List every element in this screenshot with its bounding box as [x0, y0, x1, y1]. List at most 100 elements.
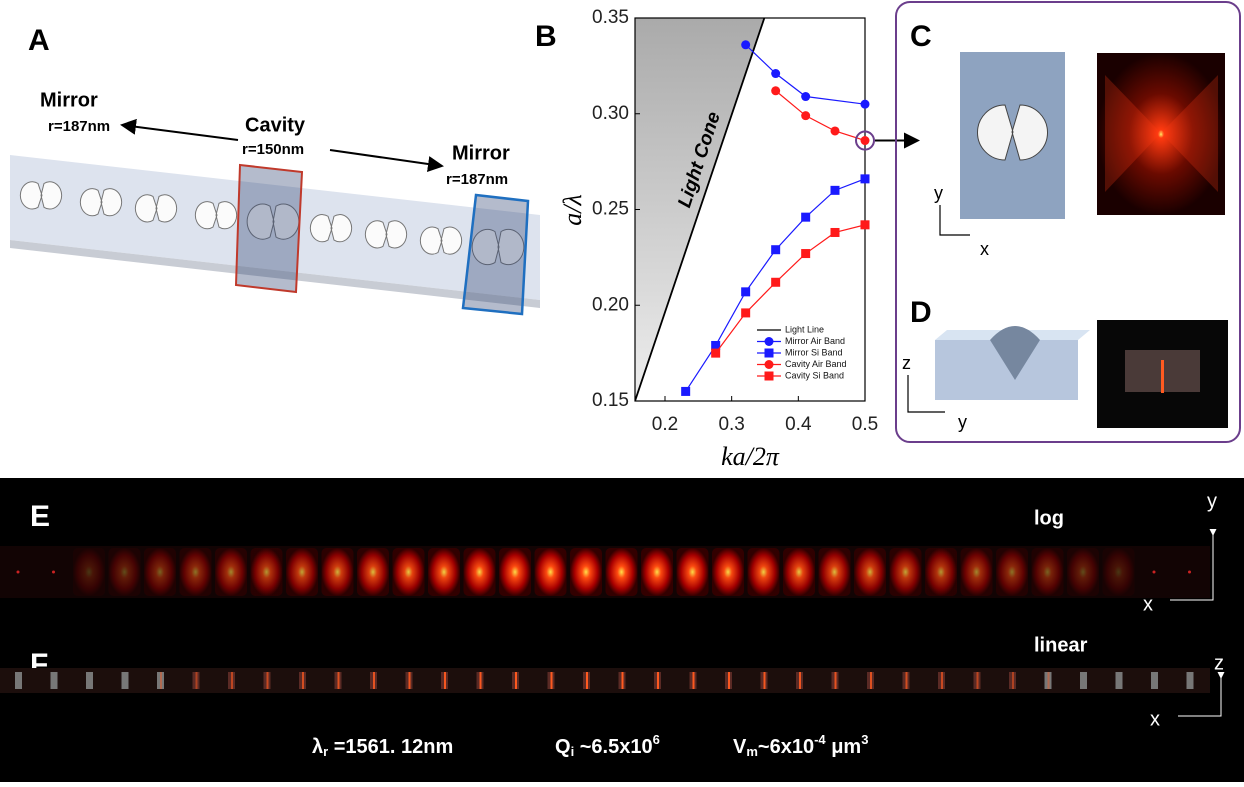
label: Mirror [452, 142, 510, 164]
field-cell [1067, 548, 1099, 596]
subscript: r [323, 744, 328, 759]
label: Mirror [40, 89, 98, 111]
field-cell [15, 672, 22, 689]
panel-letter: C [910, 20, 932, 53]
marker [771, 69, 781, 79]
field-cell [286, 548, 318, 596]
field-cell [1102, 548, 1135, 596]
axis-label: z [1214, 652, 1224, 674]
panel-letter: E [30, 500, 50, 533]
field-cell [1151, 672, 1158, 689]
superscript: 6 [653, 732, 660, 747]
marker [801, 92, 811, 102]
quality-factor: Qi ~6.5x106 [555, 732, 660, 759]
marker [711, 348, 721, 358]
field-cell [86, 672, 93, 689]
panel-letter: B [535, 20, 557, 53]
marker [860, 220, 870, 230]
y-axis-label: a/λ [558, 194, 587, 225]
field-cell [1044, 672, 1052, 689]
marker [860, 99, 870, 109]
field-line [870, 672, 872, 689]
hole [79, 188, 123, 217]
value: ~6.5x10 [574, 736, 652, 758]
field-line [231, 672, 233, 689]
field-cell [250, 548, 283, 596]
slab [935, 340, 1078, 400]
field-line [621, 672, 624, 689]
field-cell [144, 548, 176, 596]
field-dot [52, 570, 55, 574]
field-cell [215, 548, 247, 596]
y-tick-label: 0.35 [592, 7, 629, 28]
scale-label: log [1034, 507, 1064, 529]
field-cell [392, 548, 425, 596]
legend-label: Mirror Air Band [785, 336, 845, 346]
field-line [195, 672, 198, 689]
x-tick-label: 0.4 [785, 414, 812, 435]
legend-label: Cavity Air Band [785, 359, 847, 369]
hole [19, 181, 63, 210]
field-cell [854, 548, 886, 596]
field-cell [925, 548, 957, 596]
field-line [337, 672, 340, 689]
marker [771, 245, 781, 255]
unit: μm [826, 736, 862, 758]
series-line [775, 90, 865, 142]
field-cell [747, 548, 780, 596]
axis-label: x [1150, 708, 1160, 730]
field-cell [1115, 672, 1123, 689]
field-line [763, 672, 766, 689]
hole [134, 194, 178, 223]
x-tick-label: 0.3 [718, 414, 744, 435]
mode-volume: Vm~6x10-4 μm3 [733, 732, 868, 759]
field-line [834, 672, 837, 689]
field-cell [889, 548, 922, 596]
resonance: λr =1561. 12nm [312, 736, 453, 759]
marker [830, 227, 840, 237]
marker [771, 277, 781, 287]
field-cell [712, 548, 744, 596]
field-cell [321, 548, 354, 596]
field-line [444, 672, 446, 689]
field-line [1047, 672, 1050, 689]
field-line [408, 672, 411, 689]
marker [801, 212, 811, 222]
field-line [728, 672, 730, 689]
field-line [479, 672, 482, 689]
field-cell [534, 548, 567, 596]
hole [471, 228, 525, 266]
marker [860, 136, 870, 146]
y-tick-label: 0.30 [592, 103, 629, 124]
legend-label: Cavity Si Band [785, 370, 844, 380]
panel-letter: A [28, 24, 50, 57]
field-line [515, 672, 517, 689]
marker [741, 40, 751, 50]
field-cell [1080, 672, 1087, 689]
highlight [855, 130, 875, 151]
field-line [657, 672, 659, 689]
hole [990, 326, 1040, 380]
value: =1561. 12nm [328, 736, 453, 758]
field-line [550, 672, 553, 689]
holes [19, 181, 525, 266]
marker [801, 111, 811, 121]
superscript: 3 [861, 732, 868, 747]
hole [309, 214, 353, 243]
marker [771, 86, 781, 96]
superscript: -4 [814, 732, 826, 747]
field-line [941, 672, 943, 689]
field-cell [1031, 548, 1064, 596]
symbol: V [733, 736, 747, 758]
axis-label: x [1143, 593, 1153, 615]
field-cell [50, 672, 58, 689]
field-cell [996, 548, 1028, 596]
marker [741, 287, 751, 297]
cavity-box [234, 163, 304, 294]
field-dot [1188, 570, 1191, 574]
panel-frame [895, 1, 1241, 443]
series-line [715, 224, 865, 354]
y-tick-label: 0.25 [592, 199, 629, 220]
field-line [586, 672, 588, 689]
